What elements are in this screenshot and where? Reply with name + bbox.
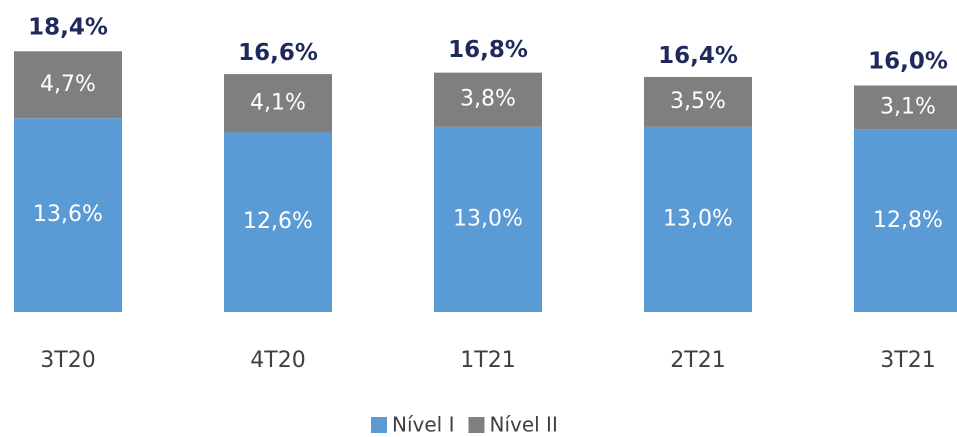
- data-label: 13,0%: [453, 206, 523, 231]
- data-label: 12,6%: [243, 209, 313, 234]
- bar-segment: [854, 85, 957, 130]
- bar-segment: [224, 132, 332, 312]
- bar-segment: [224, 74, 332, 133]
- total-label: 16,8%: [448, 37, 528, 63]
- data-label: 13,6%: [33, 202, 103, 227]
- total-label: 16,6%: [238, 40, 318, 66]
- data-label: 4,7%: [40, 72, 96, 97]
- x-tick-label: 2T21: [670, 348, 725, 373]
- legend-swatch: [468, 417, 485, 433]
- bar-segment: [14, 51, 122, 119]
- bar-segment: [434, 72, 542, 127]
- x-tick-label: 1T21: [460, 348, 515, 373]
- total-label: 16,0%: [868, 49, 948, 75]
- total-label: 18,4%: [28, 14, 108, 40]
- legend-swatch: [371, 417, 387, 433]
- total-label: 16,4%: [658, 43, 738, 69]
- bar-segment: [14, 118, 122, 312]
- data-label: 12,8%: [873, 208, 943, 233]
- data-label: 3,1%: [880, 95, 936, 120]
- bar-segment: [434, 126, 542, 312]
- bar-segment: [644, 76, 752, 127]
- bar-segment: [854, 129, 957, 312]
- legend-label: Nível II: [489, 413, 557, 437]
- bar-segment: [644, 126, 752, 312]
- data-label: 13,0%: [663, 206, 733, 231]
- x-tick-label: 3T20: [40, 348, 95, 373]
- data-label: 3,5%: [670, 89, 726, 114]
- x-tick-label: 3T21: [880, 348, 935, 373]
- data-label: 3,8%: [460, 87, 516, 112]
- data-label: 4,1%: [250, 90, 306, 115]
- legend-label: Nível I: [392, 413, 454, 437]
- x-tick-label: 4T20: [250, 348, 305, 373]
